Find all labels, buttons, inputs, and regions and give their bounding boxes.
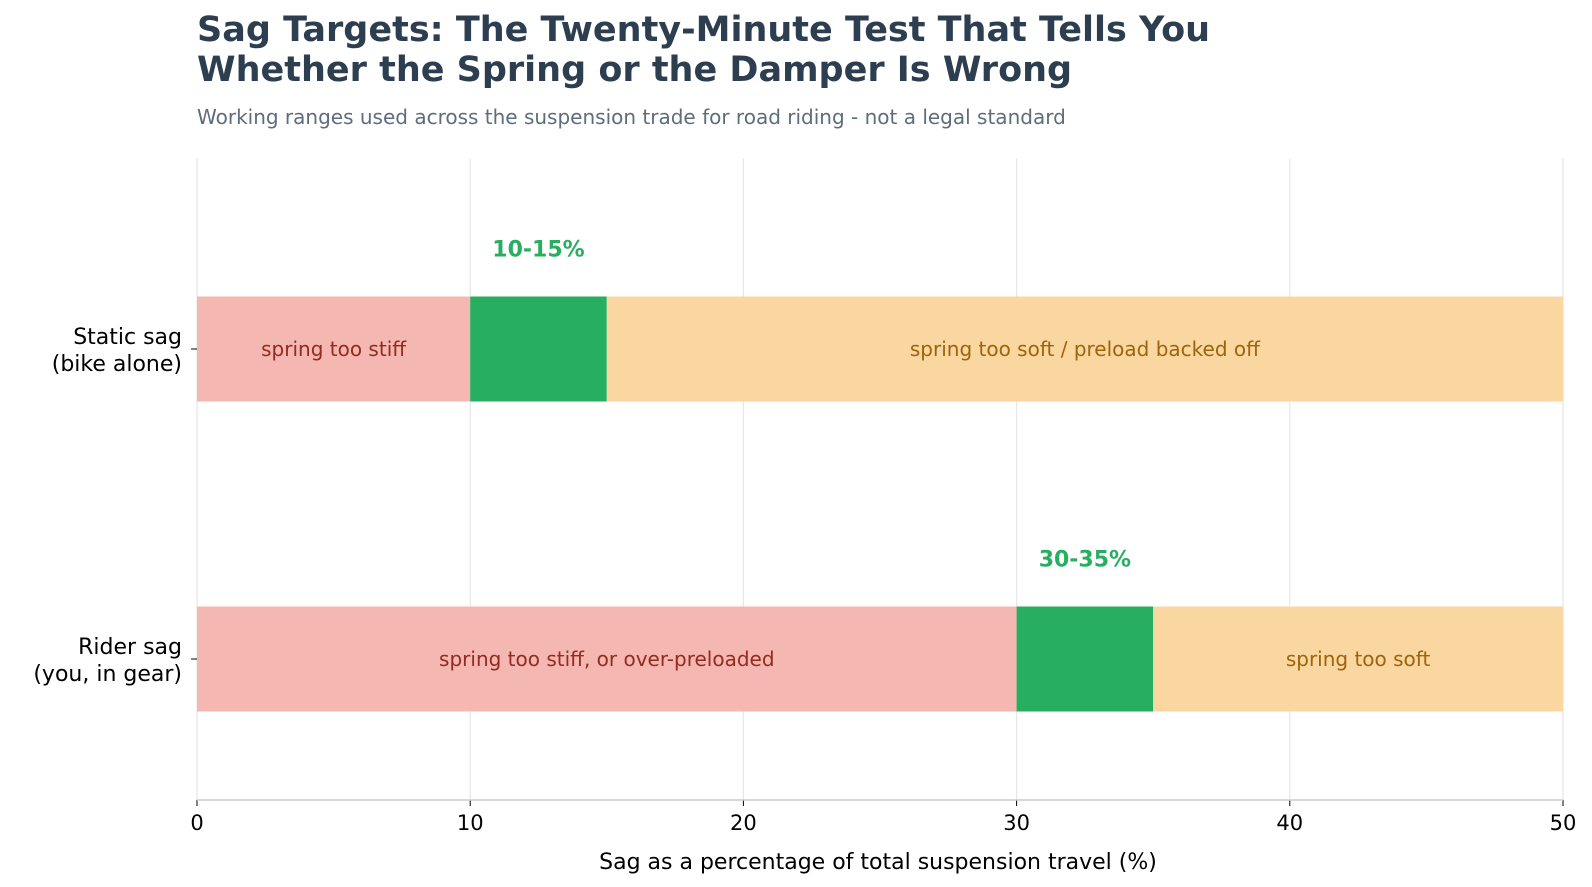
chart-title-line-1: Sag Targets: The Twenty-Minute Test That… xyxy=(197,10,1211,50)
x-tick-label: 40 xyxy=(1276,811,1303,835)
x-axis-label: Sag as a percentage of total suspension … xyxy=(599,850,1157,875)
x-tick-label: 50 xyxy=(1550,811,1577,835)
segment-label-soft: spring too soft xyxy=(1286,647,1431,671)
x-tick-label: 30 xyxy=(1003,811,1030,835)
y-category-label-line: Static sag xyxy=(73,325,182,350)
chart-title: Sag Targets: The Twenty-Minute Test That… xyxy=(197,10,1210,90)
segment-label-soft: spring too soft / preload backed off xyxy=(910,337,1261,361)
segment-label-stiff: spring too stiff, or over-preloaded xyxy=(439,647,775,671)
target-range-label: 10-15% xyxy=(492,238,584,263)
x-tick-label: 20 xyxy=(730,811,757,835)
bar-segment-target xyxy=(470,296,607,402)
chart-subtitle: Working ranges used across the suspensio… xyxy=(197,105,1066,129)
y-category-label-line: (you, in gear) xyxy=(33,662,182,687)
bar-segments xyxy=(197,296,1563,712)
bar-segment-stiff xyxy=(197,296,471,402)
axes: 0 10 20 30 40 50 Static sag (bike alone) Rider s… xyxy=(33,325,1576,835)
bar-segment-soft xyxy=(1153,606,1563,712)
y-category-label: Rider sag (you, in gear) xyxy=(33,635,182,687)
chart-title-line-2: Whether the Spring or the Damper Is Wron… xyxy=(197,50,1073,90)
y-category-label: Static sag (bike alone) xyxy=(52,325,182,377)
target-range-label: 30-35% xyxy=(1039,548,1131,573)
y-category-label-line: Rider sag xyxy=(78,635,182,660)
segment-labels: spring too stiff spring too soft / preloa… xyxy=(261,238,1430,672)
x-tick-label: 0 xyxy=(190,811,203,835)
bar-segment-soft xyxy=(606,296,1563,402)
bar-segment-stiff xyxy=(197,606,1017,712)
segment-label-stiff: spring too stiff xyxy=(261,337,407,361)
y-category-label-line: (bike alone) xyxy=(52,352,182,377)
bar-segment-target xyxy=(1016,606,1154,712)
x-tick-label: 10 xyxy=(457,811,484,835)
